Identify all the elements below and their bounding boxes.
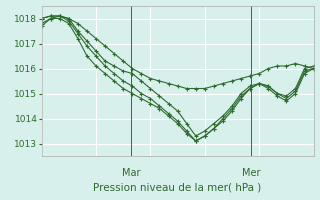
Text: Pression niveau de la mer( hPa ): Pression niveau de la mer( hPa ) <box>93 183 262 193</box>
Text: Mer: Mer <box>242 168 260 178</box>
Text: Mar: Mar <box>122 168 140 178</box>
